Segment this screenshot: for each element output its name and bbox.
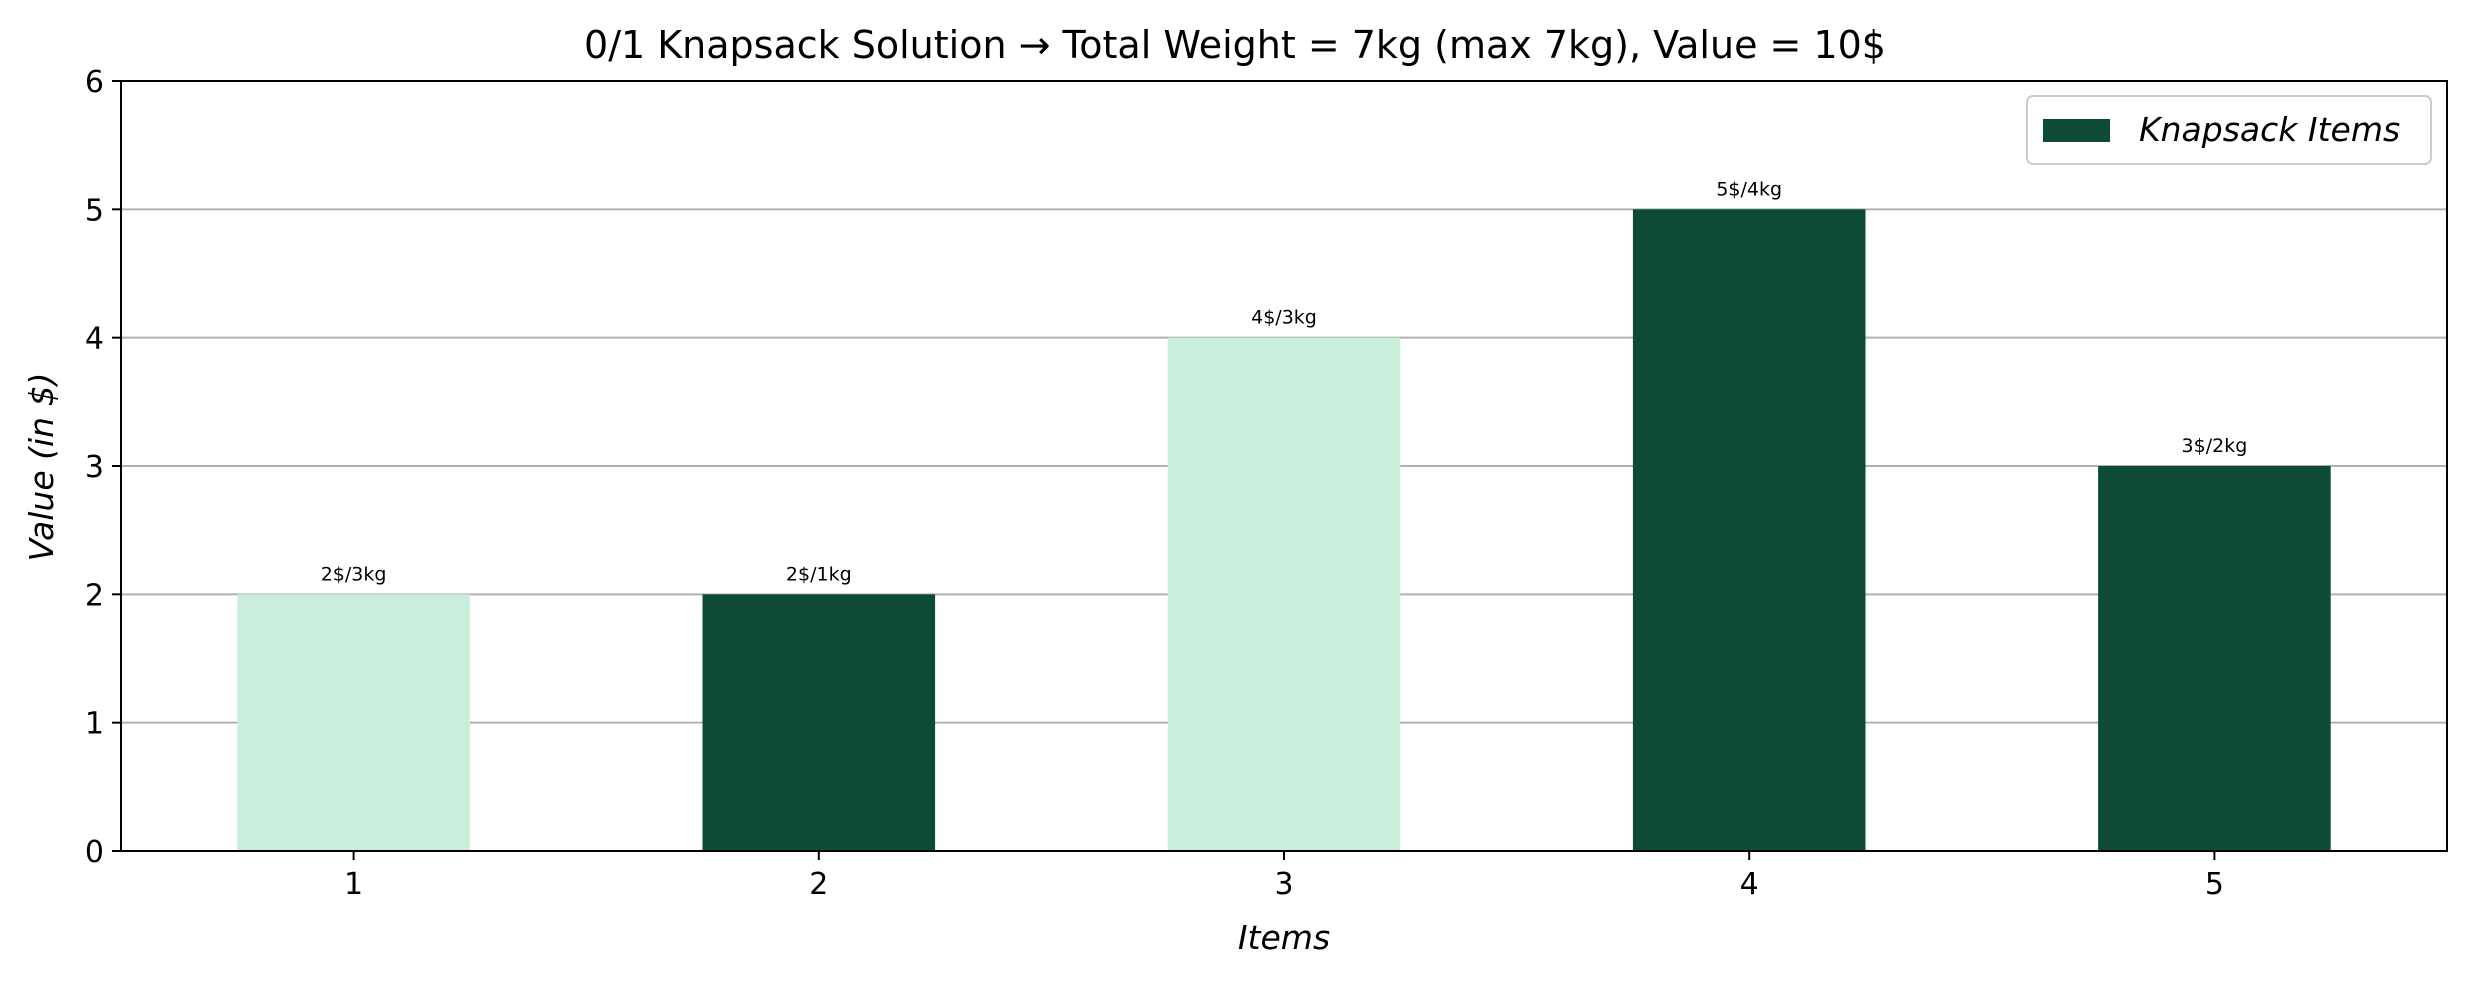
legend-box: [2026, 95, 2432, 165]
bar-item-3: [1167, 337, 1401, 852]
x-tick-label: 2: [809, 867, 828, 902]
chart-title: 0/1 Knapsack Solution → Total Weight = 7…: [584, 23, 1886, 67]
y-tick-label: 5: [85, 193, 104, 228]
y-axis-ticks: 0 1 2 3 4 5 6: [85, 65, 121, 870]
x-tick-label: 5: [2205, 867, 2224, 902]
data-label-item-3: 4$/3kg: [1251, 307, 1317, 329]
data-label-item-1: 2$/3kg: [321, 563, 387, 585]
legend-swatch: [2043, 119, 2110, 142]
x-tick-label: 3: [1274, 867, 1293, 902]
x-axis-ticks: 1 2 3 4 5: [344, 851, 2224, 902]
data-label-item-5: 3$/2kg: [2182, 435, 2248, 457]
x-tick-label: 4: [1740, 867, 1759, 902]
bar-item-1: [237, 594, 470, 851]
data-label-item-2: 2$/1kg: [786, 563, 852, 585]
bar-item-2: [702, 594, 936, 851]
x-tick-label: 1: [344, 867, 363, 902]
bar-item-4: [1632, 209, 1866, 852]
bar-item-5: [2098, 466, 2331, 851]
x-axis-label: Items: [1238, 918, 1330, 957]
y-tick-label: 3: [85, 450, 104, 485]
legend-label: Knapsack Items: [2139, 110, 2400, 149]
bar-data-labels: 2$/3kg 2$/1kg 4$/3kg 5$/4kg 3$/2kg: [321, 178, 2248, 585]
data-label-item-4: 5$/4kg: [1716, 178, 1782, 200]
y-axis-label: Value (in $): [22, 373, 61, 562]
y-tick-label: 4: [85, 322, 104, 357]
y-tick-label: 0: [85, 835, 104, 870]
y-tick-label: 2: [85, 578, 104, 613]
legend: Knapsack Items: [2026, 95, 2432, 165]
bars: [237, 209, 2331, 852]
y-tick-label: 1: [85, 707, 104, 742]
y-tick-label: 6: [85, 65, 104, 100]
